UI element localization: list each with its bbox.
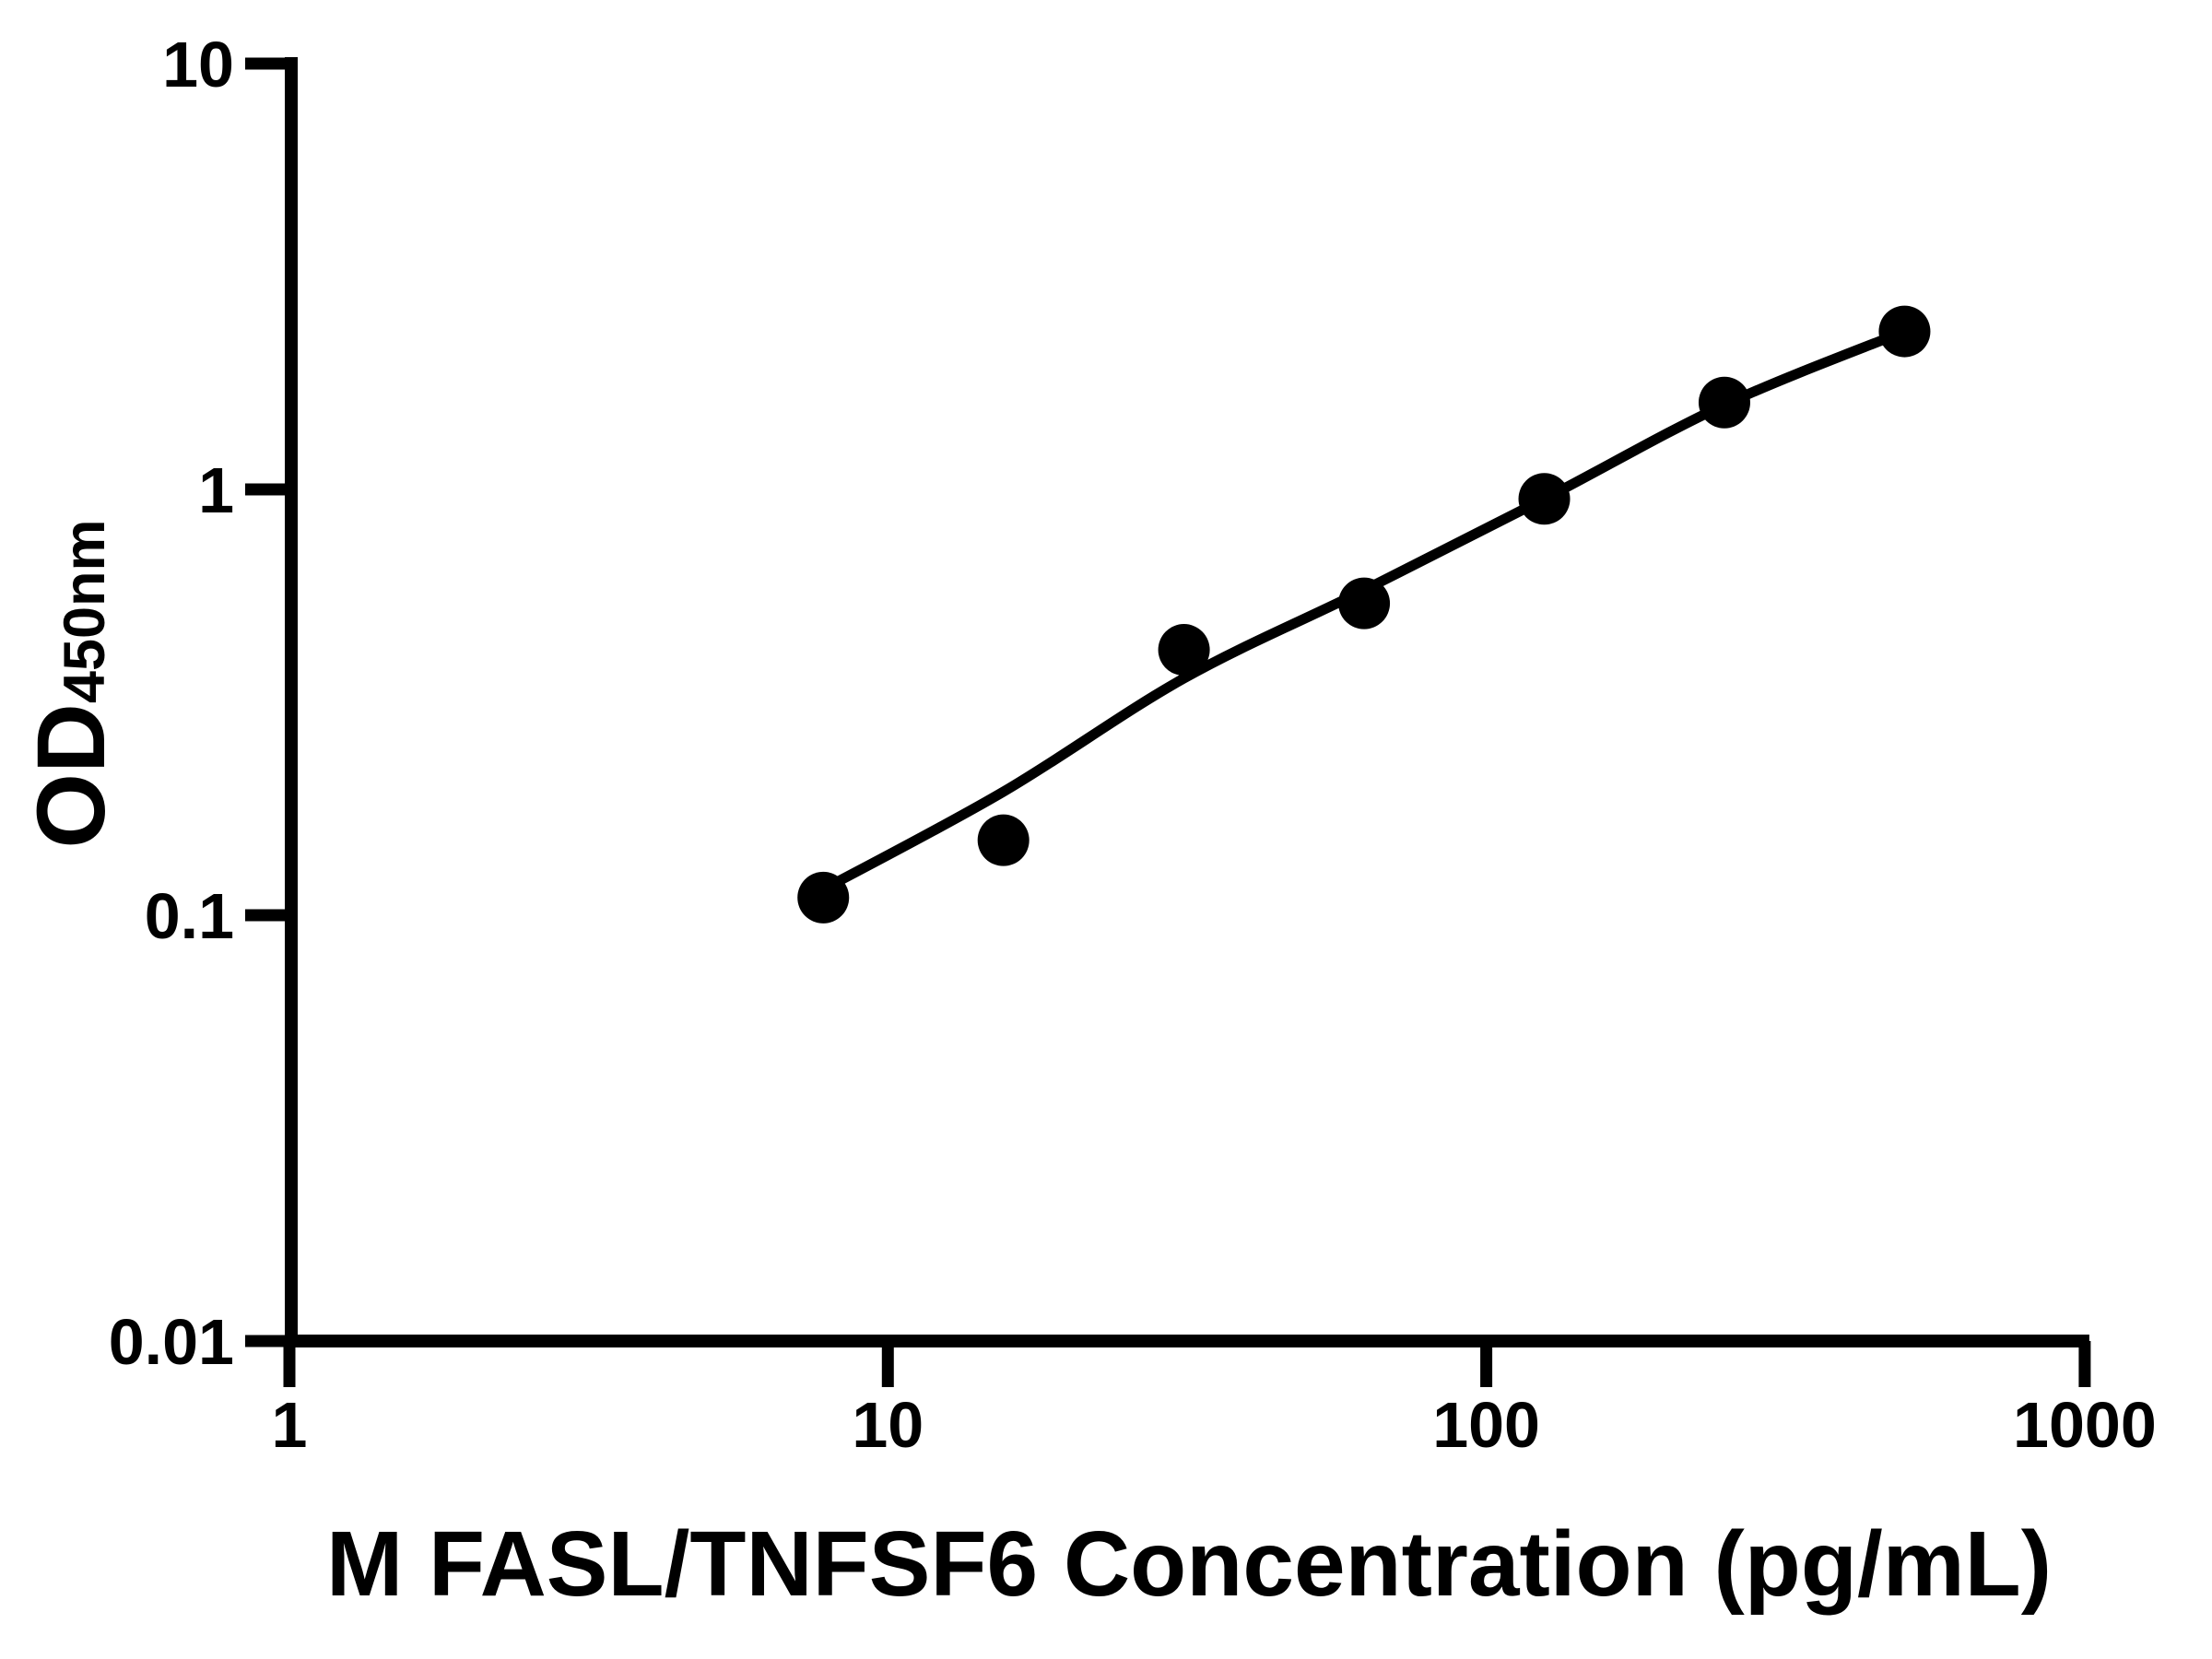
- data-point: [1698, 376, 1750, 429]
- y-axis-tick-label: 1: [198, 454, 234, 526]
- data-point: [797, 871, 850, 924]
- x-axis-tick-label: 1000: [2013, 1389, 2157, 1461]
- x-axis-tick-label: 100: [1432, 1389, 1540, 1461]
- y-axis-label-sub: 450nm: [53, 519, 117, 704]
- y-axis-label-main: OD: [18, 703, 125, 849]
- x-axis-title: M FASL/TNFSF6 Concentration (pg/mL): [325, 1512, 2053, 1616]
- y-axis-tick-label: 10: [162, 29, 234, 100]
- x-axis-tick-label: 1: [272, 1389, 308, 1461]
- data-point: [1878, 305, 1931, 358]
- data-point: [1158, 624, 1210, 677]
- data-point: [1518, 473, 1571, 525]
- y-axis-label: OD450nm: [17, 407, 127, 960]
- y-axis-tick-label: 0.01: [109, 1306, 234, 1378]
- data-point: [1338, 577, 1391, 629]
- y-axis-tick-label: 0.1: [145, 880, 234, 952]
- x-axis-tick-label: 10: [852, 1389, 924, 1461]
- data-point: [977, 814, 1030, 866]
